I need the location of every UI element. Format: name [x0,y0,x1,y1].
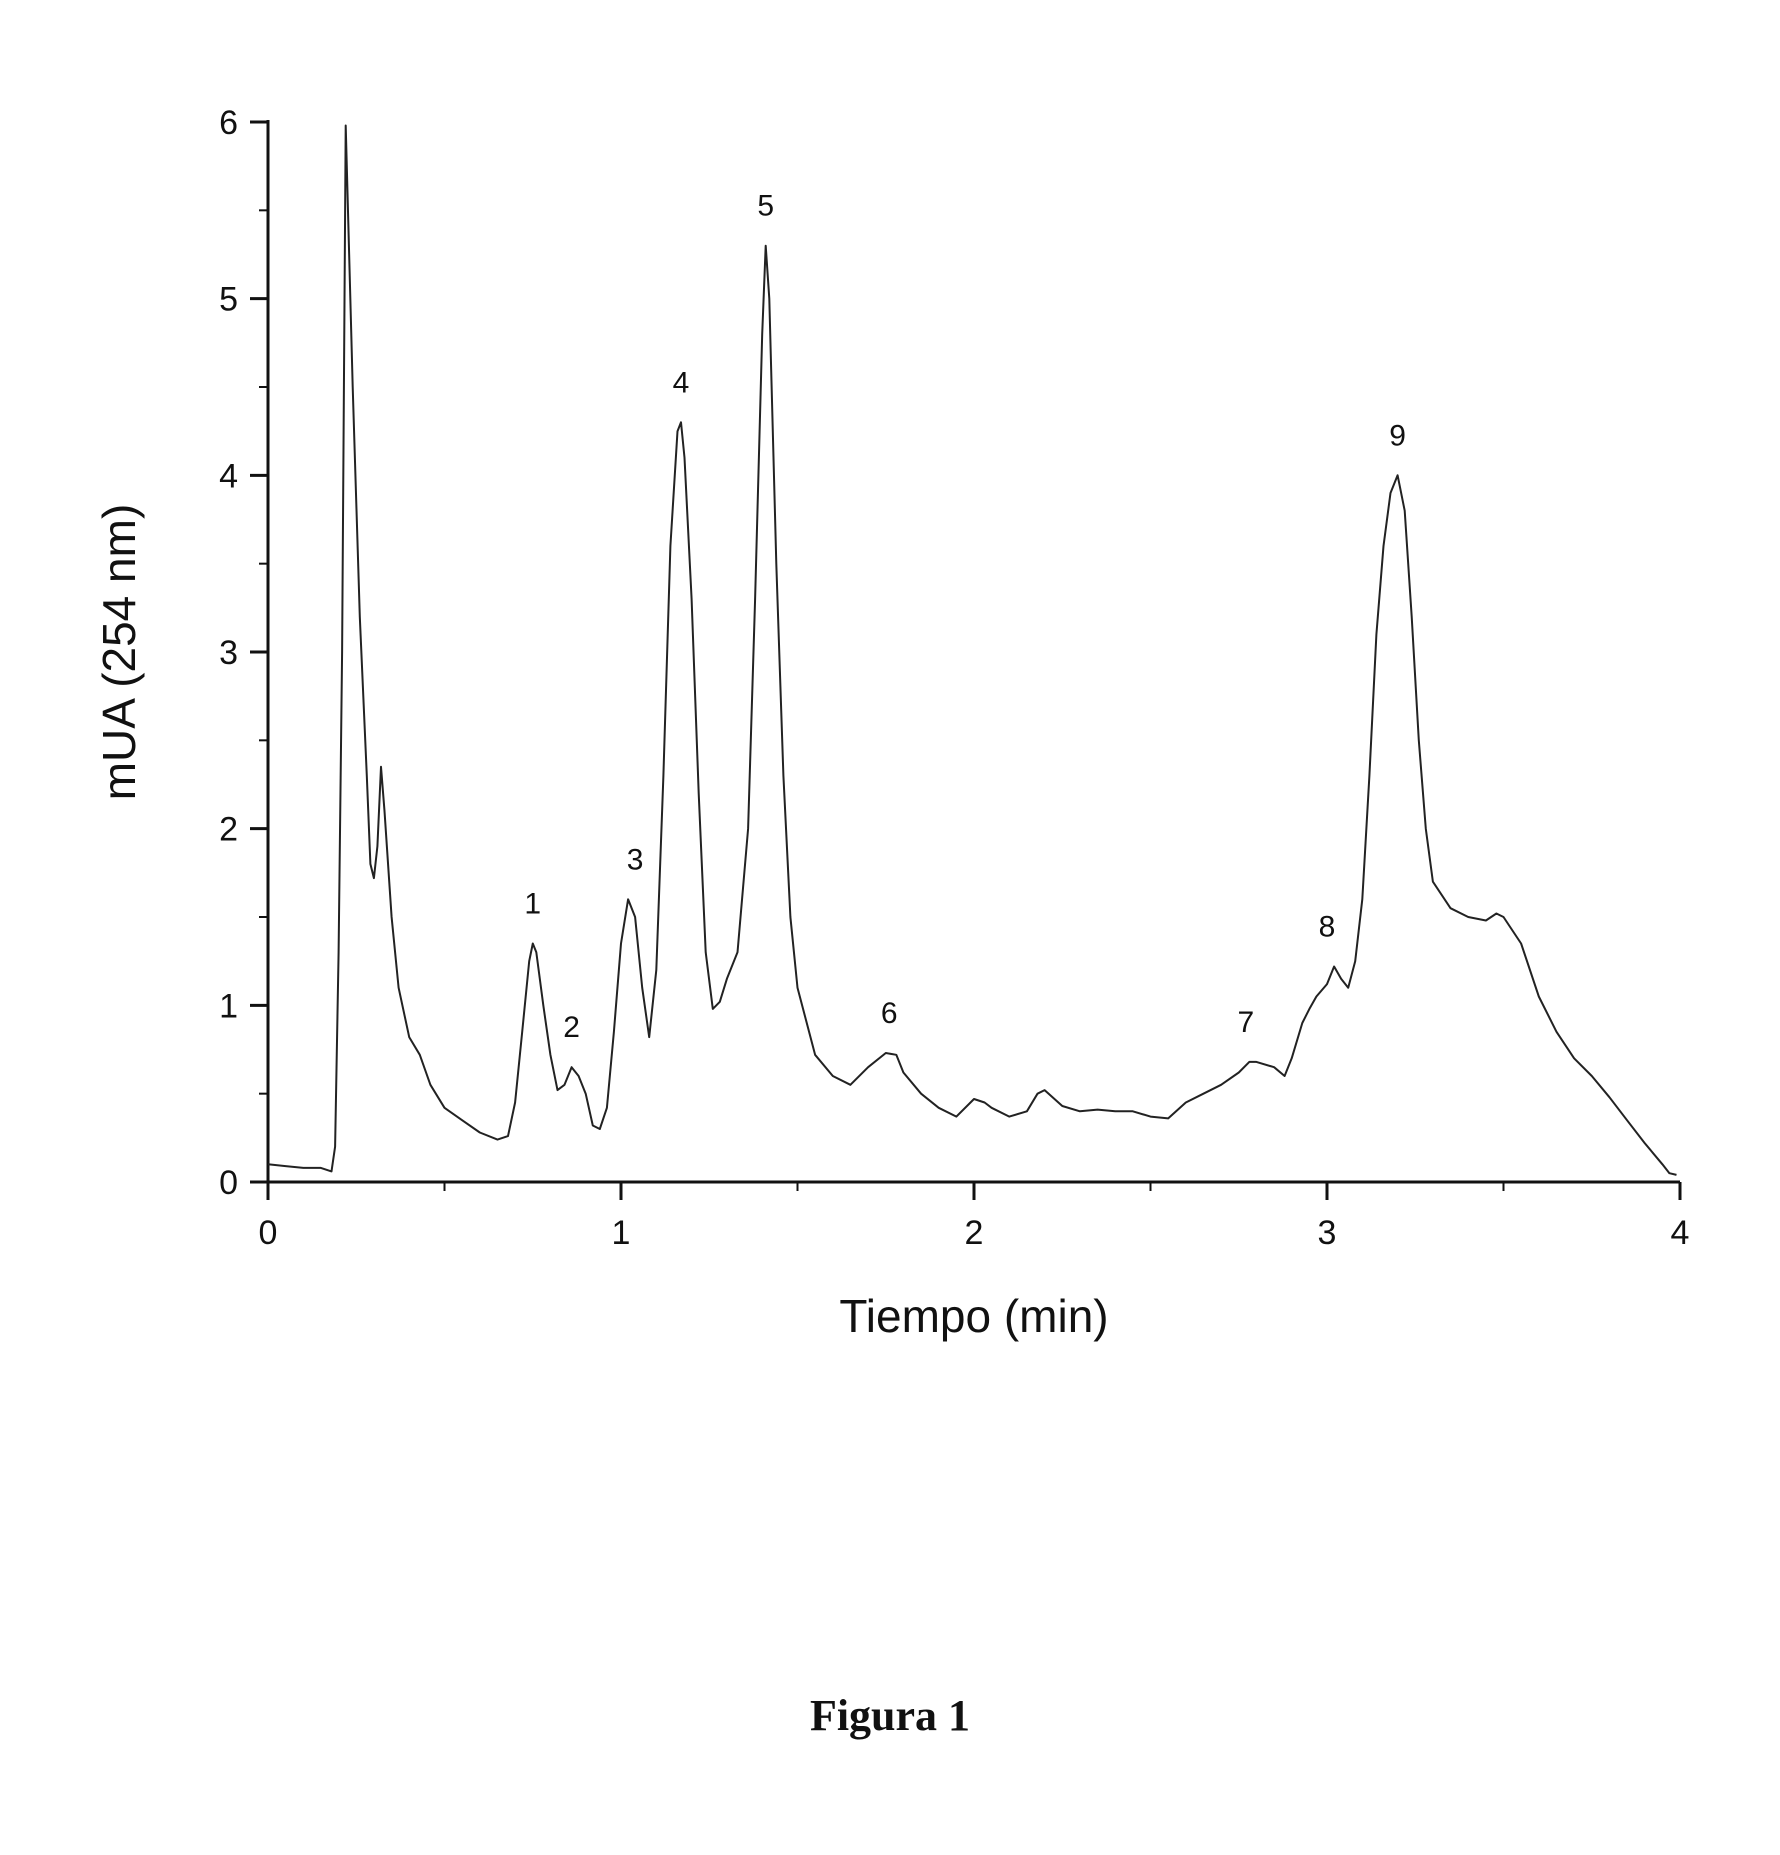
peak-label-8: 8 [1319,910,1336,943]
x-tick-label-4: 4 [1671,1214,1690,1252]
peak-labels: 1 2 3 4 5 6 7 8 9 [524,190,1406,1044]
y-axis-title: mUA (254 nm) [93,504,145,801]
x-tick-label-1: 1 [612,1214,631,1252]
chromatogram-line [267,124,1677,1176]
peak-label-6: 6 [881,997,898,1030]
y-tick-label-3: 3 [219,634,238,672]
figure-caption: Figura 1 [809,1691,971,1740]
y-tick-label-4: 4 [219,457,238,495]
x-axis-title: Tiempo (min) [839,1290,1108,1342]
peak-label-3: 3 [627,843,644,876]
ticks: 0 1 2 3 4 5 6 0 1 2 3 4 [219,104,1689,1252]
y-tick-label-0: 0 [219,1164,238,1202]
y-tick-label-2: 2 [219,811,238,849]
y-tick-label-6: 6 [219,104,238,142]
y-tick-label-1: 1 [219,987,238,1025]
peak-label-4: 4 [673,366,690,399]
axes [266,120,1680,1184]
peak-label-2: 2 [563,1011,580,1044]
x-tick-label-3: 3 [1318,1214,1337,1252]
peak-label-5: 5 [757,190,774,223]
peak-label-9: 9 [1389,419,1406,452]
plot-area [267,124,1677,1176]
peak-label-1: 1 [524,888,541,921]
x-tick-label-2: 2 [965,1214,984,1252]
x-tick-label-0: 0 [259,1214,278,1252]
peak-label-7: 7 [1237,1006,1254,1039]
y-tick-label-5: 5 [219,281,238,319]
